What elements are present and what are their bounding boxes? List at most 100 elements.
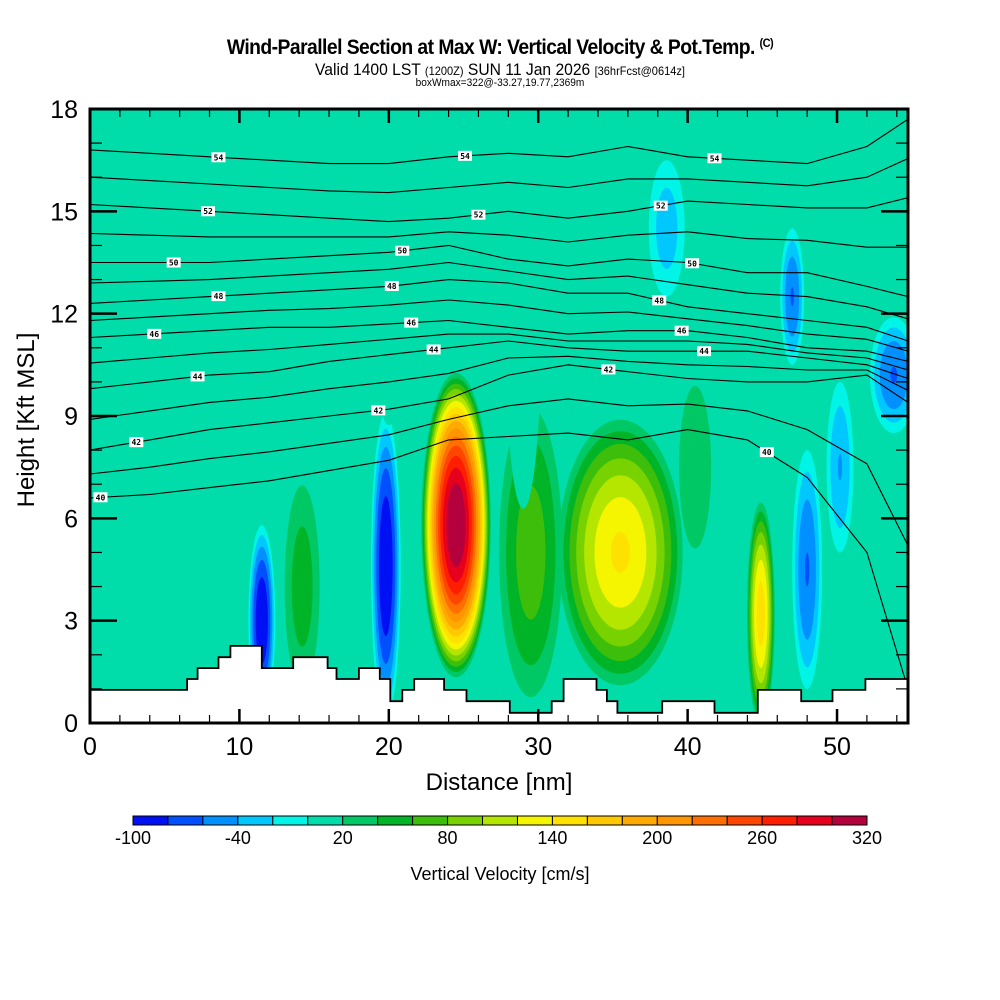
colorbar-swatch — [447, 815, 484, 826]
contour-label: 42 — [601, 364, 616, 375]
contour-label: 40 — [759, 447, 774, 458]
contour-label-box — [685, 258, 700, 269]
isentrope-odd — [90, 398, 908, 546]
colorbar-swatch — [307, 815, 344, 826]
colorbar-labels: -100 -40 20 80 140 200 260 320 — [115, 828, 882, 848]
w-feature — [746, 502, 775, 723]
colorbar-swatch — [691, 815, 728, 826]
colorbar-label: 320 — [852, 828, 882, 848]
colorbar-swatch — [726, 815, 763, 826]
contour-label: 46 — [404, 317, 419, 328]
w-feature — [370, 412, 401, 720]
x-tick-label: 0 — [83, 733, 97, 761]
contour-label-text: 54 — [214, 153, 224, 162]
contour-label-text: 54 — [460, 152, 470, 161]
chart-title: Wind-Parallel Section at Max W: Vertical… — [40, 36, 960, 60]
colorbar-swatch — [482, 815, 518, 826]
colorbar-swatch — [586, 815, 623, 826]
w-feature — [679, 385, 712, 549]
y-tick-label: 15 — [50, 198, 78, 226]
colorbar-swatch — [656, 815, 693, 826]
isentrope-odd — [90, 231, 908, 248]
colorbar-label: 260 — [747, 828, 777, 848]
box-wmax-info: boxWmax=322@-33.27,19.77,2369m — [415, 77, 585, 89]
y-axis-title: Height [Kft MSL] — [13, 333, 40, 508]
w-contour-band — [450, 502, 462, 548]
w-feature — [826, 381, 854, 553]
w-contour-band — [890, 366, 898, 384]
w-contour-band — [790, 286, 794, 307]
isentrope-odd — [90, 333, 908, 371]
x-axis-title: Distance [nm] — [426, 769, 573, 796]
colorbar-swatch — [621, 815, 658, 826]
w-feature — [370, 109, 408, 426]
contour-label-box — [471, 209, 486, 220]
colorbar-swatch — [237, 815, 274, 826]
contour-label: 44 — [190, 371, 205, 382]
contour-label-box — [697, 346, 712, 357]
contour-label-text: 48 — [214, 292, 224, 301]
contour-label-box — [404, 317, 419, 328]
colorbar-swatch — [202, 815, 239, 826]
contour-label-text: 46 — [406, 319, 416, 328]
contour-label-text: 50 — [169, 259, 179, 268]
w-contour-band — [656, 187, 678, 270]
x-tick-label: 20 — [375, 733, 403, 761]
isentrope-odd — [90, 157, 908, 194]
y-tick-label: 18 — [50, 96, 78, 124]
contour-label-text: 42 — [131, 438, 141, 447]
contour-label-box — [190, 371, 205, 382]
contour-label-box — [93, 492, 108, 503]
contour-label-box — [653, 200, 668, 211]
colorbar-label: 80 — [438, 828, 458, 848]
contour-label-box — [147, 328, 162, 339]
isentrope-44 — [90, 340, 908, 390]
w-feature — [421, 373, 491, 678]
w-contour-band — [259, 607, 264, 635]
contour-label-text: 46 — [677, 327, 687, 336]
w-contour-band — [516, 485, 546, 620]
colorbar-title: Vertical Velocity [cm/s] — [410, 864, 589, 884]
colorbar-swatch — [551, 815, 588, 826]
colorbar-swatch — [342, 815, 379, 826]
contour-label-text: 40 — [96, 493, 106, 502]
x-tick-label: 10 — [226, 733, 254, 761]
contour-labels: 54 54 54 52 52 52 50 50 50 48 48 48 46 46 46 44 44 44 42 42… — [93, 150, 774, 503]
w-contour-band — [100, 390, 229, 456]
y-tick-label: 3 — [64, 608, 78, 636]
contour-label: 54 — [211, 152, 226, 163]
y-tick-label: 9 — [64, 403, 78, 431]
w-contour-band — [610, 532, 630, 573]
axis-ticks — [88, 107, 908, 725]
copyright-mark: (C) — [759, 36, 774, 50]
w-contour-band — [852, 109, 897, 260]
colorbar-swatch — [412, 815, 449, 826]
x-tick-label: 30 — [524, 733, 552, 761]
contour-label: 50 — [685, 258, 700, 269]
contour-label: 54 — [458, 150, 473, 161]
contour-label: 44 — [426, 344, 441, 355]
contour-label-box — [166, 257, 181, 268]
contour-label: 52 — [471, 209, 486, 220]
contour-label-box — [211, 291, 226, 302]
contour-label-text: 42 — [604, 365, 614, 374]
colorbar-label: -40 — [225, 828, 251, 848]
contour-label-text: 52 — [656, 202, 666, 211]
colorbar-swatch — [761, 815, 798, 826]
contour-label-text: 44 — [429, 345, 439, 354]
isentrope-40 — [90, 429, 908, 690]
colorbar-swatch — [132, 815, 169, 826]
y-tick-label: 0 — [64, 710, 78, 738]
y-tick-label: 12 — [50, 301, 78, 329]
contour-label: 42 — [129, 437, 144, 448]
vertical-velocity-field — [90, 109, 908, 723]
contour-label-box — [129, 437, 144, 448]
isentrope-48 — [90, 279, 908, 342]
colorbar-swatch — [831, 815, 868, 826]
contour-label: 48 — [211, 291, 226, 302]
contour-label: 42 — [371, 405, 386, 416]
contour-label-box — [652, 295, 667, 306]
w-contour-band — [370, 109, 408, 426]
colorbar-swatch — [796, 815, 833, 826]
colorbar — [132, 815, 868, 826]
